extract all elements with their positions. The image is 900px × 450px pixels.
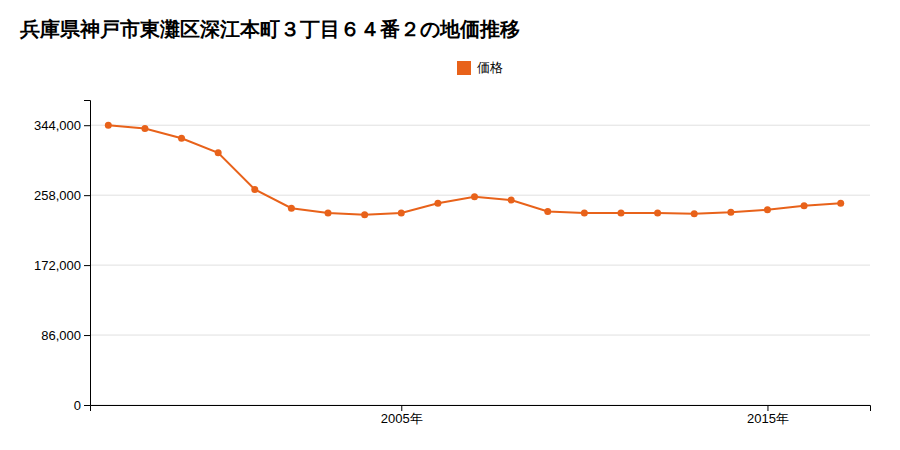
title: 兵庫県神戸市東灘区深江本町３丁目６４番２の地価推移 [19,17,520,41]
marker [544,208,551,215]
x-axis-tick: 2015年 [747,405,789,426]
y-axis: 0 86,000 172,000 258,000 344,000 [34,101,91,413]
y-axis-tick-label: 172,000 [34,258,81,273]
y-axis-tick-label: 258,000 [34,188,81,203]
y-axis-tick: 258,000 [34,188,90,203]
legend-item: 価格 [457,60,503,75]
marker [837,200,844,207]
marker [398,210,405,217]
marker [471,193,478,200]
legend-label: 価格 [477,60,503,75]
legend: 価格 [457,60,503,75]
marker [361,211,368,218]
x-axis-tick-label: 2005年 [381,411,423,426]
marker [727,209,734,216]
y-axis-tick-mark [84,125,90,126]
marker [141,125,148,132]
grid-line [90,265,870,266]
marker [215,149,222,156]
marker [251,186,258,193]
y-axis-tick-label: 0 [74,398,81,413]
grid-line [90,195,870,196]
marker [508,197,515,204]
legend-swatch [457,61,471,75]
x-axis-tick: 2005年 [381,405,423,426]
marker [178,135,185,142]
y-axis-tick-mark [84,335,90,336]
marker [325,210,332,217]
marker [654,210,661,217]
x-axis-tick-label: 2015年 [747,411,789,426]
marker [801,202,808,209]
grid-line [90,335,870,336]
plot-area: 2005年 2015年 0 86,000 172,000 258,000 344,000 [34,101,871,427]
x-axis-tick-mark [767,405,768,411]
y-axis-line [84,101,91,406]
y-axis-tick-label: 344,000 [34,118,81,133]
y-axis-tick: 86,000 [41,328,90,343]
marker [581,210,588,217]
x-axis-line [91,406,871,412]
y-axis-tick: 172,000 [34,258,90,273]
grid-line [90,125,870,126]
chart: 2005年 2015年 0 86,000 172,000 258,000 344,000 兵庫… [0,0,900,450]
marker [764,206,771,213]
grid [90,125,870,405]
marker [691,210,698,217]
marks [105,122,844,218]
y-axis-tick-label: 86,000 [41,328,81,343]
marker [105,122,112,129]
marker [617,210,624,217]
y-axis-tick: 344,000 [34,118,90,133]
y-axis-tick: 0 [74,398,90,413]
x-axis: 2005年 2015年 [91,405,871,426]
x-axis-tick-mark [401,405,402,411]
marker [288,205,295,212]
y-axis-tick-mark [84,405,90,406]
y-axis-tick-mark [84,195,90,196]
line [108,125,840,214]
marker [434,200,441,207]
y-axis-tick-mark [84,265,90,266]
